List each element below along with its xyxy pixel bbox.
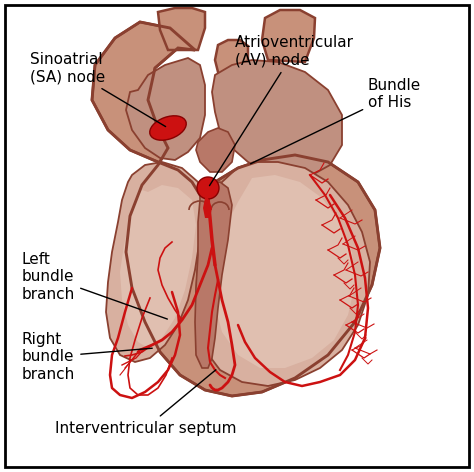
Text: Interventricular septum: Interventricular septum (55, 370, 237, 436)
Polygon shape (262, 10, 315, 62)
Polygon shape (195, 182, 232, 368)
Ellipse shape (150, 116, 186, 140)
Text: Left
bundle
branch: Left bundle branch (22, 252, 167, 319)
Polygon shape (215, 40, 248, 80)
Polygon shape (158, 8, 205, 50)
Text: Right
bundle
branch: Right bundle branch (22, 332, 152, 382)
Text: Atrioventricular
(AV) node: Atrioventricular (AV) node (210, 35, 354, 185)
Text: Bundle
of His: Bundle of His (250, 78, 421, 164)
Polygon shape (215, 175, 355, 368)
Polygon shape (203, 198, 212, 218)
Polygon shape (92, 22, 380, 396)
Polygon shape (196, 162, 370, 386)
Text: Sinoatrial
(SA) node: Sinoatrial (SA) node (30, 52, 165, 126)
Polygon shape (126, 58, 205, 160)
Polygon shape (106, 162, 202, 362)
Polygon shape (212, 60, 342, 178)
Polygon shape (120, 185, 196, 348)
Polygon shape (196, 128, 235, 172)
Ellipse shape (197, 177, 219, 199)
